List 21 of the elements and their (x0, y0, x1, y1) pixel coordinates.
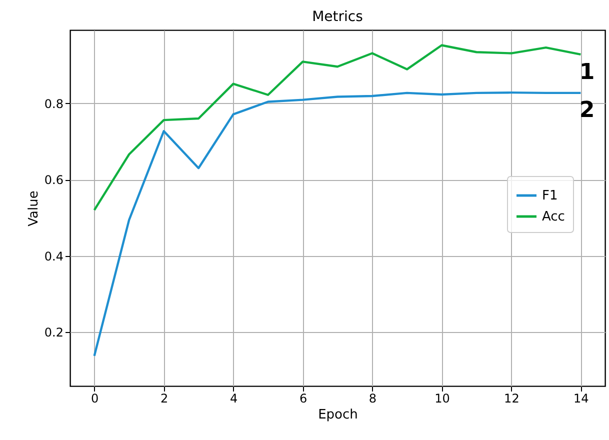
y-tick-label: 0.2 (44, 326, 64, 340)
y-axis-title: Value (26, 190, 42, 226)
x-axis-title: Epoch (318, 408, 358, 422)
y-tick-label: 0.4 (44, 249, 64, 264)
legend-label: F1 (542, 188, 558, 204)
annotation: 2 (579, 98, 595, 123)
x-tick-label: 0 (91, 392, 99, 406)
x-tick-label: 8 (368, 392, 377, 406)
line-series (93, 91, 582, 357)
x-tick-label: 4 (230, 392, 238, 406)
y-tick-label: 0.6 (44, 173, 64, 188)
chart-title: Metrics (312, 9, 363, 25)
x-tick-label: 14 (574, 392, 589, 406)
line-series (93, 44, 582, 212)
annotation: 1 (579, 60, 595, 85)
y-tick-label: 0.8 (44, 96, 64, 111)
x-tick-label: 6 (299, 392, 308, 406)
x-tick-label: 12 (504, 392, 520, 406)
x-tick-label: 2 (160, 392, 168, 406)
legend-label: Acc (542, 210, 565, 224)
x-tick-label: 10 (434, 392, 450, 406)
